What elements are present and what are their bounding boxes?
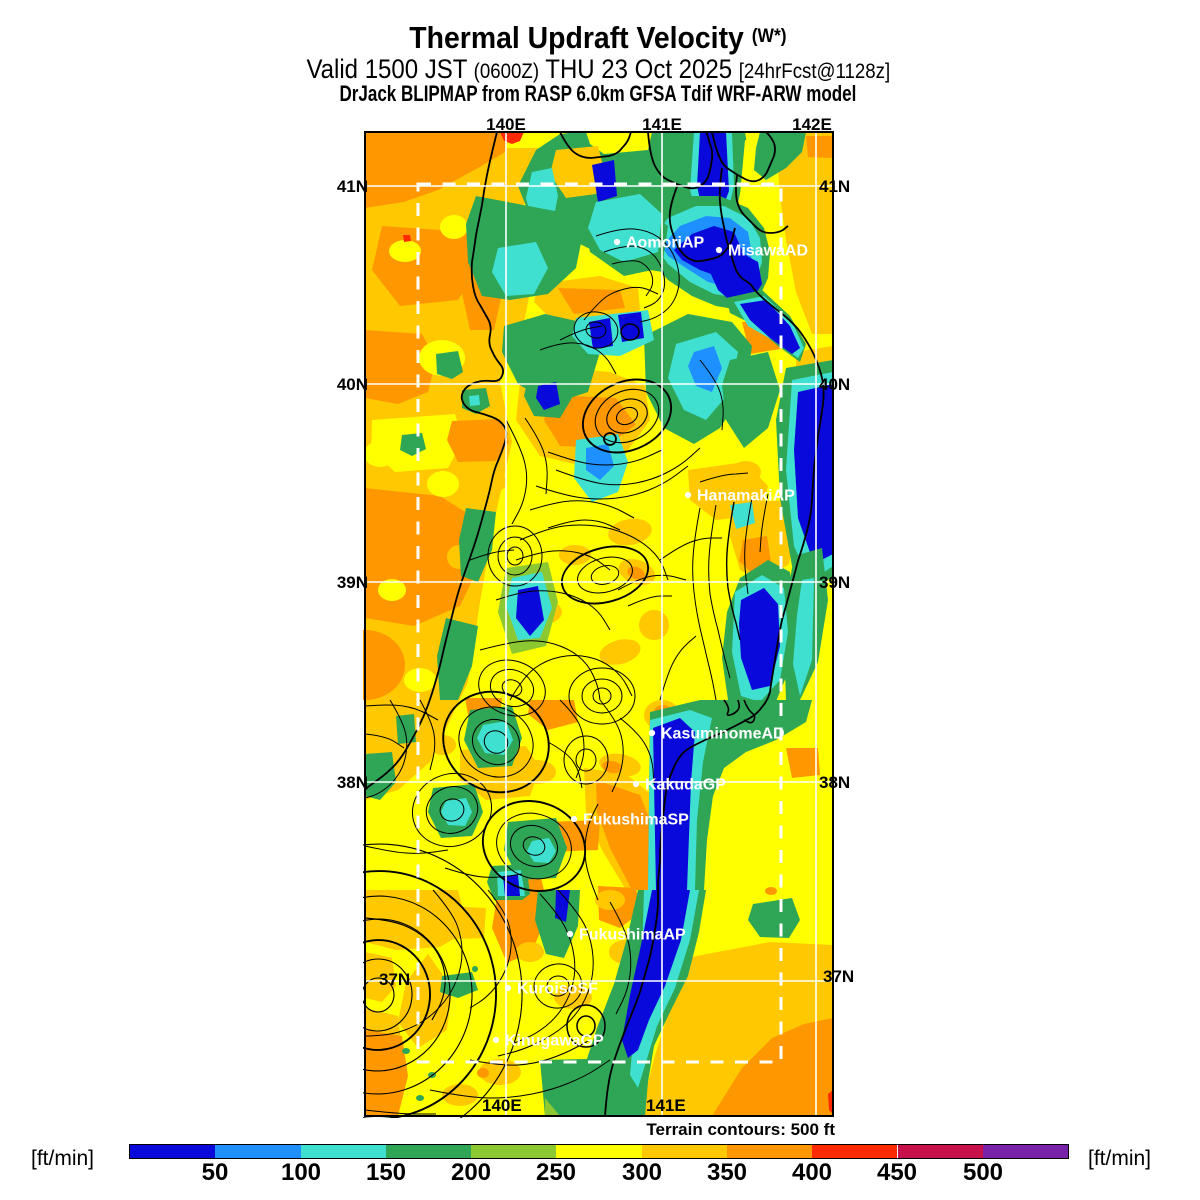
svg-text:37N: 37N bbox=[379, 970, 410, 989]
svg-text:KuroisoSF: KuroisoSF bbox=[517, 981, 598, 998]
svg-text:AomoriAP: AomoriAP bbox=[626, 235, 705, 252]
svg-text:KinugawaGP: KinugawaGP bbox=[505, 1033, 604, 1050]
svg-text:KasuminomeAD: KasuminomeAD bbox=[661, 726, 785, 743]
svg-text:HanamakiAP: HanamakiAP bbox=[697, 488, 795, 505]
svg-text:MisawaAD: MisawaAD bbox=[728, 243, 808, 260]
svg-text:FukushimaAP: FukushimaAP bbox=[579, 927, 686, 944]
svg-text:141E: 141E bbox=[646, 1096, 686, 1115]
svg-text:KakudaGP: KakudaGP bbox=[645, 777, 726, 794]
svg-text:FukushimaSP: FukushimaSP bbox=[583, 812, 689, 829]
svg-text:140E: 140E bbox=[482, 1096, 522, 1115]
